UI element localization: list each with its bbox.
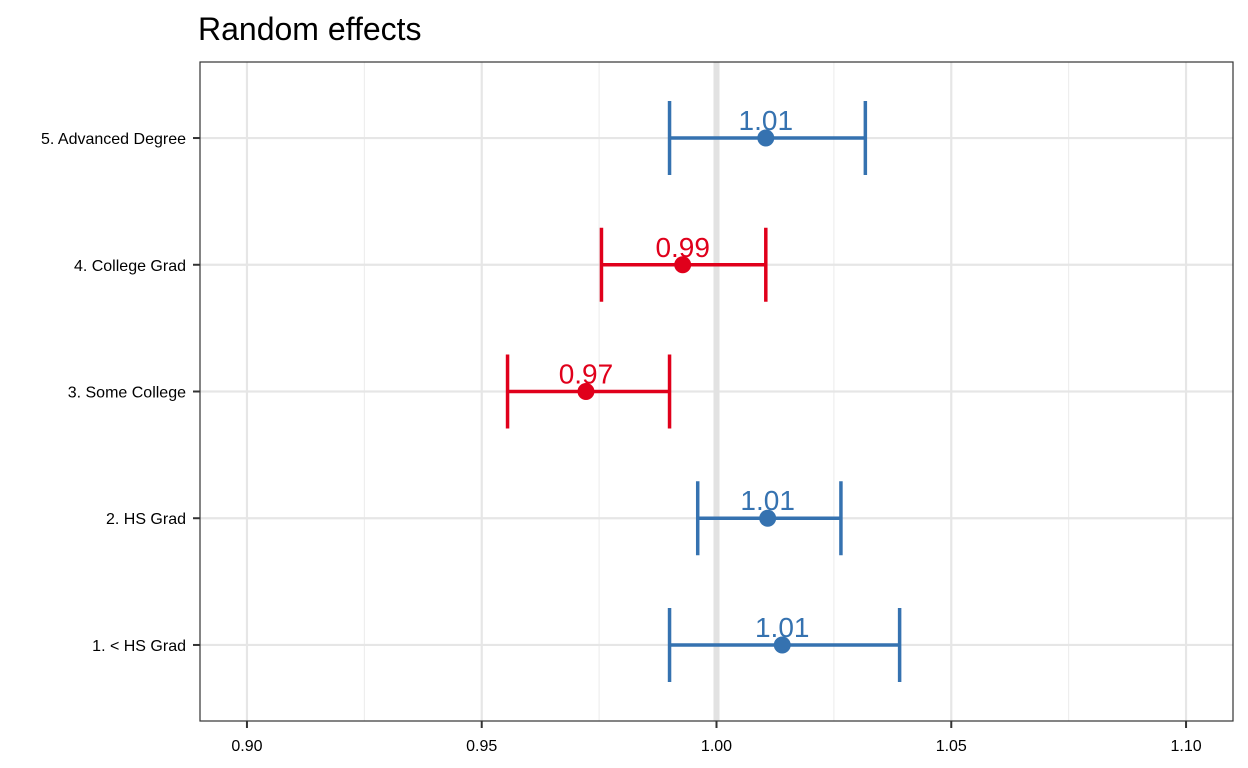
estimate-point: [674, 256, 692, 274]
grid-lines: [200, 62, 1233, 721]
estimate-point: [577, 383, 595, 400]
estimate-label: 1.01: [739, 105, 794, 136]
x-tick-label: 0.95: [466, 738, 497, 755]
estimate-point: [757, 129, 775, 147]
estimate-point: [759, 509, 777, 527]
y-tick-label: 2. HS Grad: [106, 511, 186, 528]
x-tick-label: 0.90: [231, 738, 262, 755]
estimate-row: 0.99: [599, 227, 768, 302]
y-tick-label: 4. College Grad: [74, 258, 186, 275]
chart-title: Random effects: [198, 11, 422, 47]
x-tick-label: 1.05: [936, 738, 967, 755]
estimate-point: [773, 636, 791, 654]
estimate-row: 0.97: [505, 354, 672, 429]
y-tick-label: 1. < HS Grad: [92, 638, 186, 655]
estimate-label: 1.01: [755, 612, 810, 643]
data-marks: 1.01 0.99 0.97 1.01 1.01: [505, 101, 902, 682]
x-axis: 0.90 0.95 1.00 1.05 1.10: [231, 721, 1202, 755]
estimate-label: 0.97: [559, 359, 614, 390]
estimate-label: 0.99: [655, 232, 710, 263]
y-tick-label: 5. Advanced Degree: [41, 131, 186, 148]
estimate-row: 1.01: [695, 481, 843, 556]
x-tick-label: 1.10: [1170, 738, 1201, 755]
y-axis: 5. Advanced Degree 4. College Grad 3. Some…: [41, 131, 200, 655]
x-tick-label: 1.00: [701, 738, 732, 755]
estimate-label: 1.01: [740, 485, 795, 516]
estimate-row: 1.01: [667, 101, 868, 176]
estimate-row: 1.01: [667, 607, 902, 682]
y-tick-label: 3. Some College: [68, 385, 186, 402]
